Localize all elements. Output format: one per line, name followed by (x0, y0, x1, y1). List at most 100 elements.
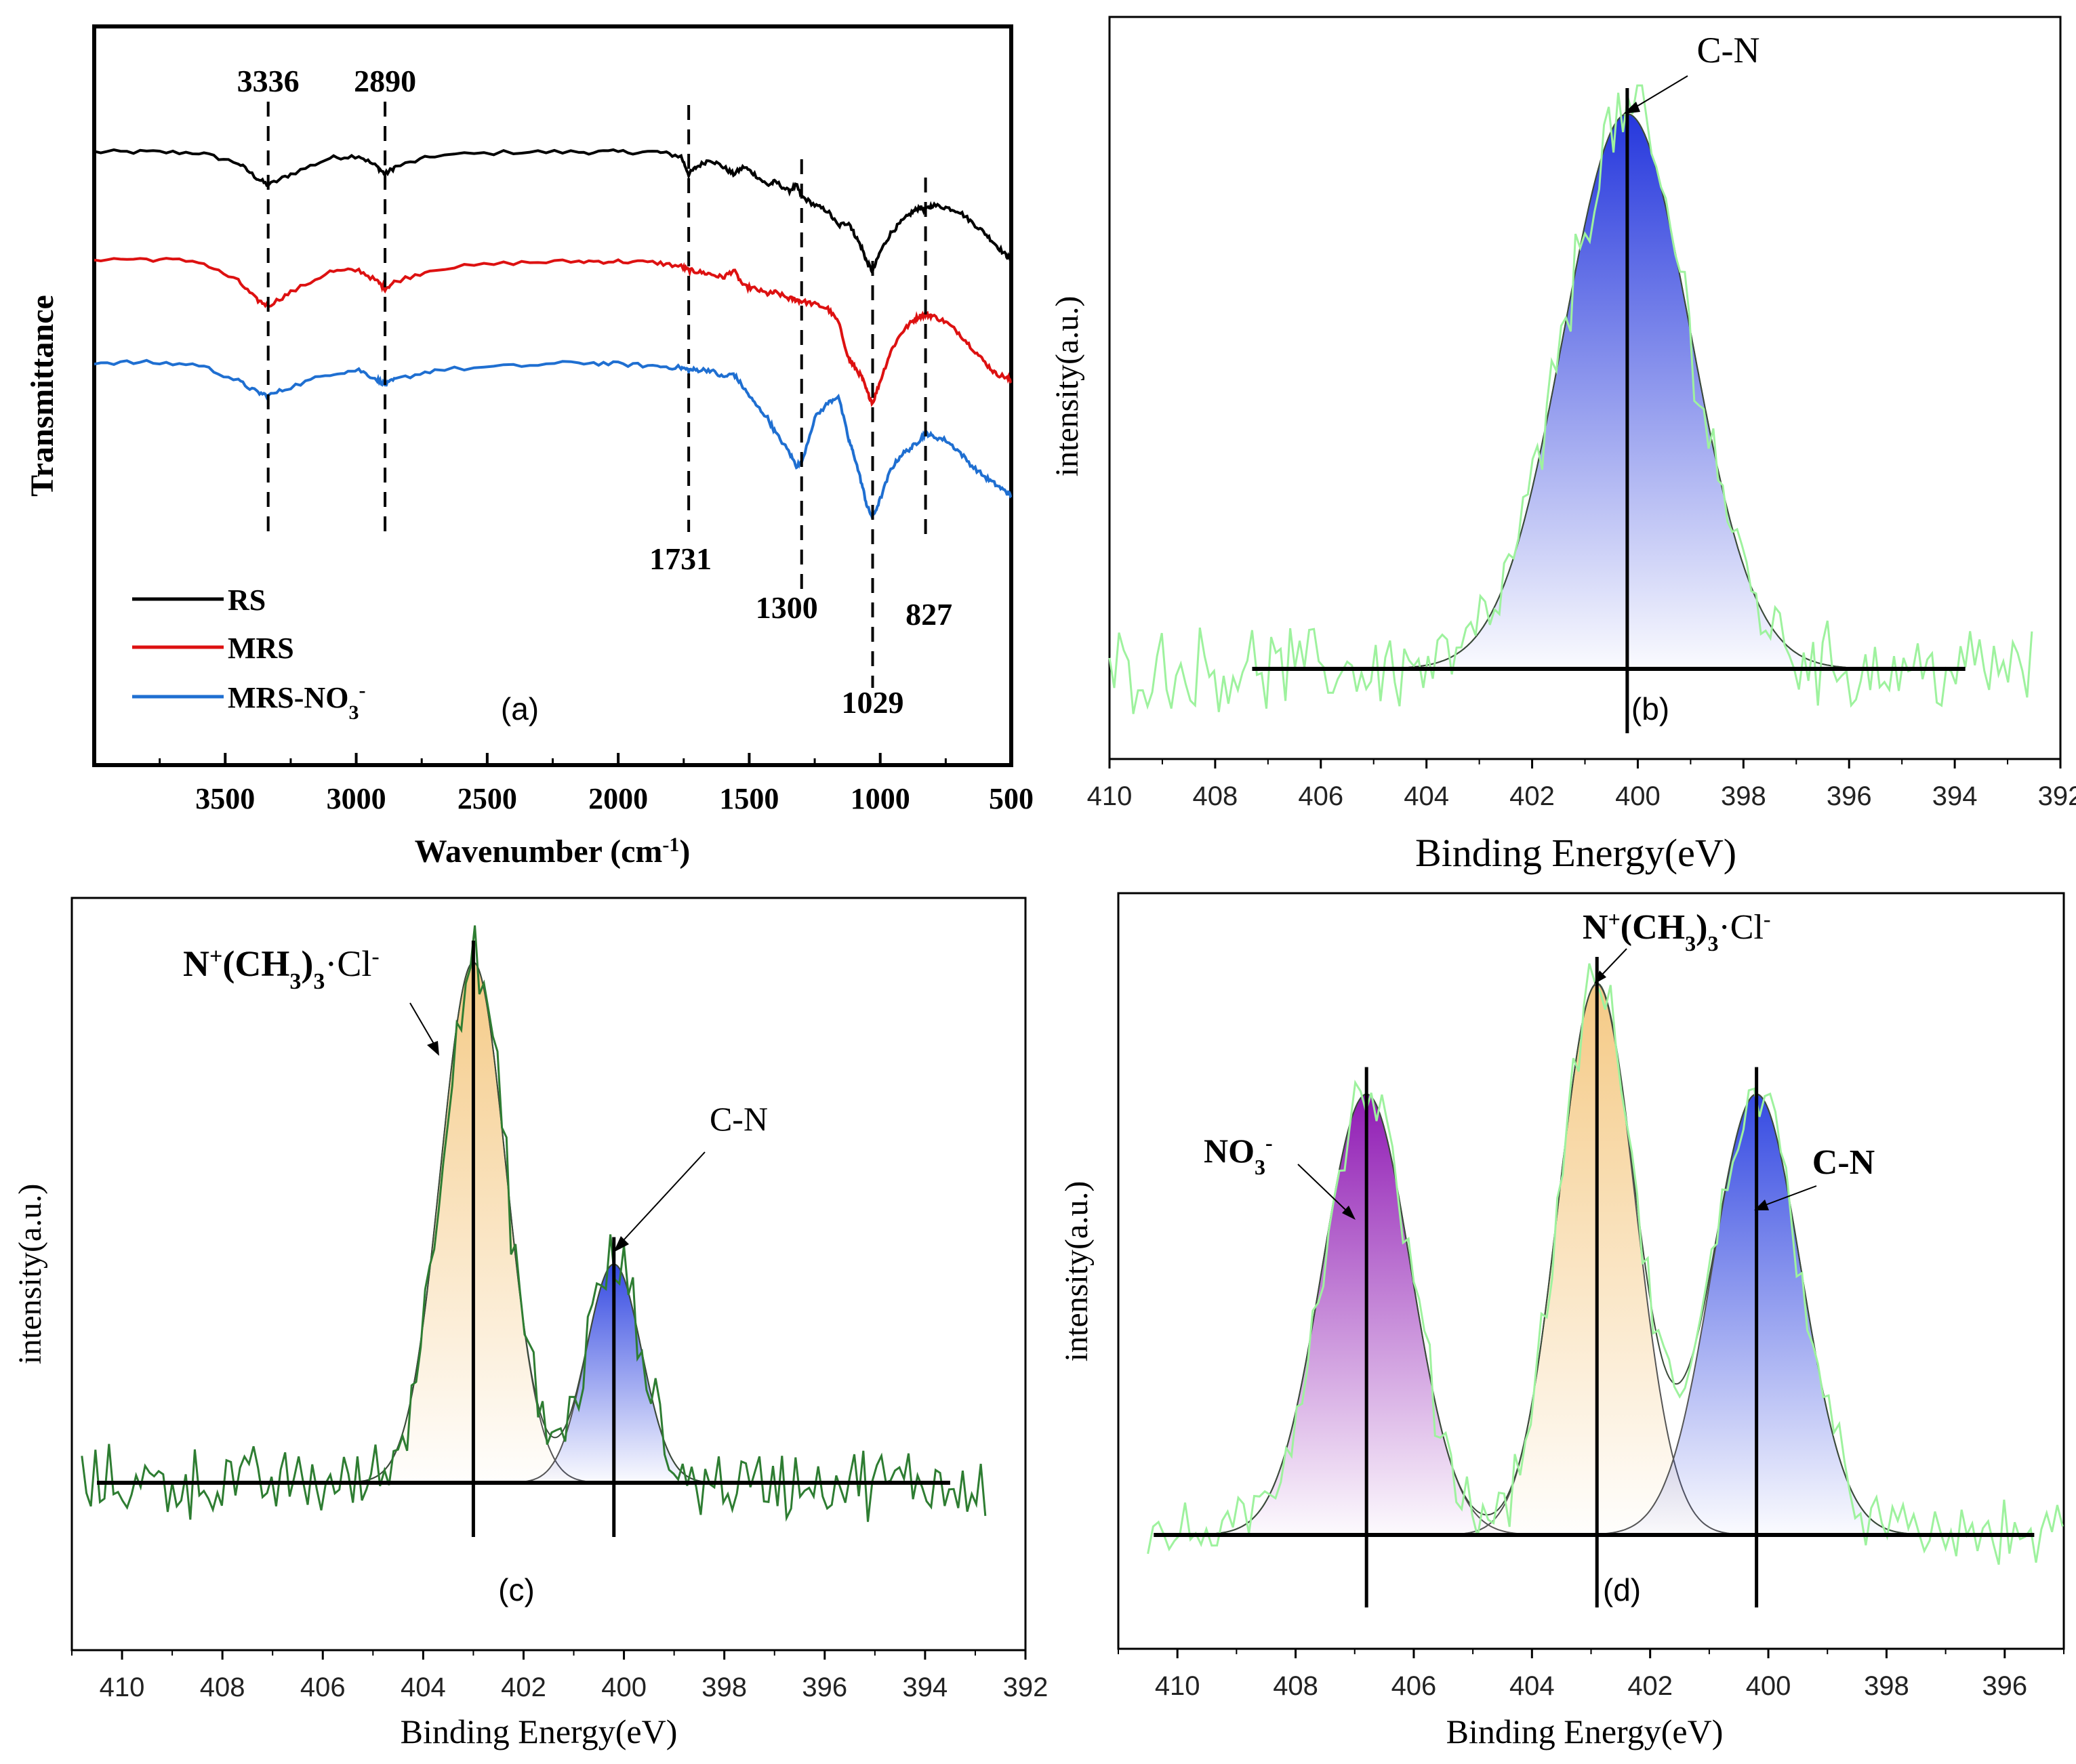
x-tick-label-396: 396 (1982, 1671, 2027, 1701)
ftir-x-axis-label-sup: -1 (662, 834, 679, 856)
xps-b-arrow-cn (1633, 75, 1688, 109)
xps-c-y-axis-label: intensity(a.u.) (12, 1184, 48, 1365)
x-tick-label-408: 408 (1273, 1671, 1318, 1701)
xps-c-arrowhead-cn (613, 1236, 629, 1252)
panel-d-xps-chart: 410 408 406 404 402 400 398 396 intensity(a.u.)… (1059, 892, 2065, 1750)
x-tick-label-398: 398 (1864, 1671, 1909, 1701)
xps-c-x-axis-label: Binding Energy(eV) (401, 1712, 678, 1750)
xps-b-arrowhead-cn (1623, 102, 1640, 114)
x-tick-label-3500: 3500 (195, 782, 255, 815)
xps-c-x-ticks: 410 408 406 404 402 400 398 396 394 392 (71, 1650, 1049, 1702)
legend-label-mrs-no3: MRS-NO3- (228, 679, 365, 724)
x-tick-label-406: 406 (1391, 1671, 1437, 1701)
x-tick-label-3000: 3000 (327, 782, 386, 815)
peak-label-2890: 2890 (354, 64, 416, 98)
xps-d-arrow-cn (1765, 1185, 1817, 1206)
xps-b-peak-label-cn: C-N (1697, 30, 1760, 70)
ftir-x-axis-label-main: Wavenumber (cm (415, 834, 663, 869)
ftir-y-axis-label: Transmittance (24, 295, 60, 497)
xps-b-marks (1108, 84, 2033, 733)
peak-label-1731: 1731 (649, 541, 712, 576)
x-tick-label-2000: 2000 (588, 782, 648, 815)
x-tick-label-392: 392 (2038, 781, 2076, 811)
legend-label-mrs-no3-sub: 3 (348, 701, 359, 724)
x-tick-label-400: 400 (1746, 1671, 1791, 1701)
xps-d-x-ticks: 410 408 406 404 402 400 398 396 (1118, 1649, 2064, 1701)
x-tick-label-398: 398 (1721, 781, 1766, 811)
raw-spectrum (81, 925, 987, 1522)
xps-c-peak-label-cn: C-N (710, 1100, 768, 1138)
xps-d-peak-label-cn: C-N (1812, 1143, 1875, 1182)
xps-c-arrow-cn (623, 1151, 706, 1241)
x-tick-label-394: 394 (1932, 781, 1978, 811)
raw-spectrum (1147, 963, 2064, 1565)
xps-d-arrow-quat (1600, 948, 1627, 977)
xps-c-arrow-quat (409, 1002, 434, 1044)
xps-d-arrow-no3 (1297, 1164, 1346, 1210)
xps-d-arrowhead-no3 (1342, 1206, 1356, 1220)
xps-b-x-ticks: 410 408 406 404 402 400 398 396 394 392 (1087, 759, 2076, 811)
x-tick-label-402: 402 (1627, 1671, 1673, 1701)
x-tick-label-396: 396 (1827, 781, 1872, 811)
x-tick-label-396: 396 (802, 1673, 847, 1702)
x-tick-label-410: 410 (100, 1673, 145, 1702)
legend-label-mrs: MRS (228, 632, 294, 665)
xps-d-x-axis-label: Binding Energy(eV) (1446, 1712, 1724, 1750)
ftir-x-axis-label: Wavenumber (cm-1) (415, 834, 691, 870)
x-tick-label-406: 406 (1298, 781, 1343, 811)
series-line-mrs (94, 257, 1013, 407)
x-tick-label-404: 404 (1404, 781, 1449, 811)
xps-c-peak-label-quat: N+(CH3)3·Cl- (183, 943, 380, 994)
x-tick-label-408: 408 (200, 1673, 245, 1702)
x-tick-label-398: 398 (701, 1673, 747, 1702)
raw-spectrum (1108, 84, 2033, 714)
series-line-rs (94, 148, 1013, 275)
x-tick-label-402: 402 (501, 1673, 546, 1702)
peak-label-3336: 3336 (237, 64, 300, 98)
x-tick-label-410: 410 (1155, 1671, 1200, 1701)
panel-c-label: (c) (498, 1572, 535, 1607)
plot-frame-c (70, 897, 1027, 1652)
x-tick-label-404: 404 (401, 1673, 446, 1702)
panel-b-label: (b) (1631, 691, 1669, 726)
legend-label-mrs-no3-sup: - (359, 679, 365, 701)
x-tick-label-402: 402 (1509, 781, 1555, 811)
xps-d-peak-label-quat: N+(CH3)3·Cl- (1583, 907, 1771, 956)
ftir-marks: 3336 2890 1731 1300 1029 827 (94, 64, 1013, 720)
x-tick-label-404: 404 (1509, 1671, 1555, 1701)
peak-label-1029: 1029 (842, 685, 904, 720)
panel-c-xps-chart: 410 408 406 404 402 400 398 396 394 392 intensity… (12, 897, 1049, 1750)
panel-d-label: (d) (1603, 1572, 1641, 1607)
x-tick-label-2500: 2500 (457, 782, 517, 815)
xps-d-arrowhead-quat (1594, 970, 1606, 984)
peak-label-1300: 1300 (756, 590, 818, 625)
x-tick-label-400: 400 (1615, 781, 1661, 811)
x-tick-label-500: 500 (989, 782, 1034, 815)
xps-c-marks (81, 925, 987, 1537)
x-tick-label-394: 394 (903, 1673, 948, 1702)
ftir-x-ticks: 3500 3000 2500 2000 1500 1000 500 (159, 753, 1034, 815)
x-tick-label-400: 400 (601, 1673, 647, 1702)
x-tick-label-410: 410 (1087, 781, 1133, 811)
legend-label-rs: RS (228, 583, 266, 617)
x-tick-label-408: 408 (1193, 781, 1238, 811)
ftir-legend: RS MRS MRS-NO3- (132, 583, 365, 724)
peak-label-827: 827 (905, 597, 952, 632)
x-tick-label-1500: 1500 (719, 782, 779, 815)
panel-b-xps-chart: 410 408 406 404 402 400 398 396 394 392 intensity… (1049, 16, 2076, 875)
xps-d-arrowhead-cn (1754, 1199, 1769, 1210)
xps-d-marks (1147, 957, 2064, 1607)
xps-d-y-axis-label: intensity(a.u.) (1059, 1181, 1095, 1362)
xps-b-x-axis-label: Binding Energy(eV) (1415, 831, 1736, 875)
x-tick-label-392: 392 (1003, 1673, 1049, 1702)
legend-label-mrs-no3-main: MRS-NO (228, 681, 348, 714)
series-line-mrs-no3 (94, 358, 1013, 520)
x-tick-label-406: 406 (300, 1673, 346, 1702)
panel-a-label: (a) (501, 691, 539, 726)
xps-b-y-axis-label: intensity(a.u.) (1049, 296, 1085, 477)
xps-c-arrowhead-quat (427, 1041, 439, 1056)
x-tick-label-1000: 1000 (851, 782, 910, 815)
ftir-x-axis-label-close: ) (679, 834, 690, 869)
